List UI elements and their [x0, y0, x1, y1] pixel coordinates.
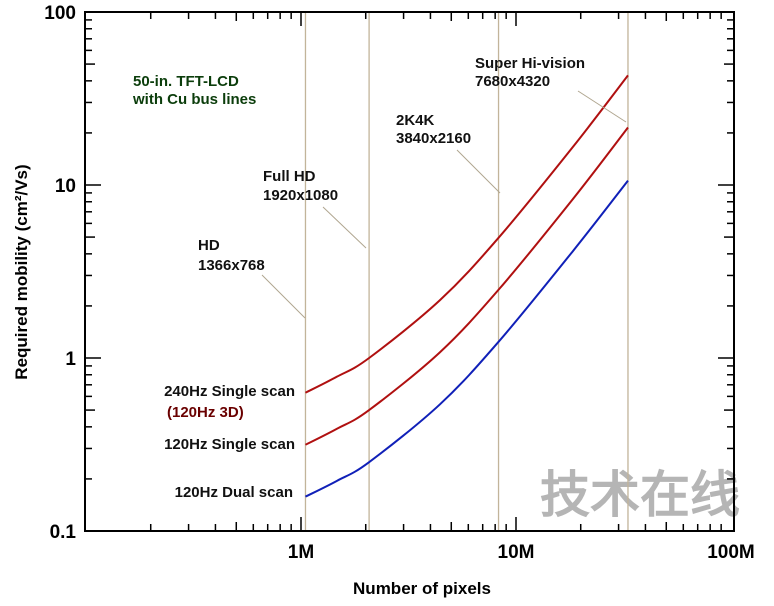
leader-hd: [261, 274, 306, 319]
tick-labels: 1M 10M 100M 0.1 1 10 100: [44, 3, 754, 563]
x-tick-label: 10M: [498, 542, 535, 563]
series-label-240hz: 240Hz Single scan: [164, 383, 295, 400]
y-tick-label: 100: [44, 3, 76, 24]
x-tick-label: 100M: [707, 542, 755, 563]
leader-2k4k: [456, 149, 501, 194]
y-axis-title: Required mobility (cm²/Vs): [12, 164, 31, 379]
series-line-2: [305, 180, 629, 498]
series-label-120hz-single: 120Hz Single scan: [164, 436, 295, 453]
y-tick-label: 0.1: [50, 522, 77, 543]
ref-label-shv: Super Hi-vision: [475, 55, 585, 72]
x-tick-label: 1M: [288, 542, 314, 563]
reference-lines: [304, 12, 629, 531]
series-lines: [305, 74, 629, 498]
ref-res-shv: 7680x4320: [475, 73, 550, 90]
panel-note-line2: with Cu bus lines: [132, 91, 256, 108]
y-tick-label: 10: [55, 176, 76, 197]
leader-shv: [577, 90, 627, 123]
ref-label-2k4k: 2K4K: [396, 112, 435, 129]
plot-frame: [84, 11, 735, 532]
ref-label-hd: HD: [198, 237, 220, 254]
leader-lines: [261, 90, 627, 319]
ref-res-2k4k: 3840x2160: [396, 130, 471, 147]
series-line-0: [305, 74, 629, 394]
y-tick-label: 1: [65, 349, 76, 370]
watermark: 技术在线: [540, 467, 740, 523]
series-line-1: [305, 126, 629, 446]
x-axis-title: Number of pixels: [353, 579, 491, 598]
ref-label-fullhd: Full HD: [263, 168, 316, 185]
leader-fullhd: [322, 206, 367, 249]
series-label-120hz-dual: 120Hz Dual scan: [175, 484, 293, 501]
series-sublabel-120hz-3d: (120Hz 3D): [167, 404, 244, 421]
ref-res-fullhd: 1920x1080: [263, 187, 338, 204]
ref-res-hd: 1366x768: [198, 257, 265, 274]
panel-note-line1: 50-in. TFT-LCD: [133, 73, 239, 90]
axis-ticks: [85, 12, 734, 531]
